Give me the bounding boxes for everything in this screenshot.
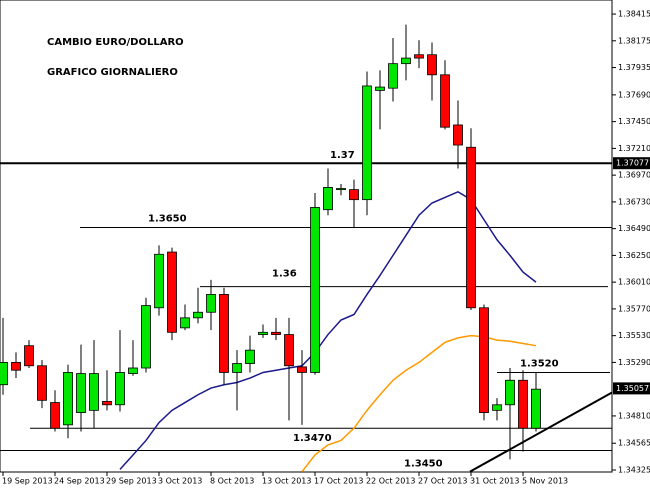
candle-body: [427, 54, 437, 76]
y-tick-label: 1.37210: [618, 144, 650, 153]
y-tick-label: 1.38415: [618, 10, 650, 19]
y-tick-label: 1.38175: [618, 36, 650, 45]
candle-body: [414, 54, 424, 59]
y-tick-label: 1.37935: [618, 63, 650, 72]
y-tick-label: 1.36250: [618, 251, 650, 260]
level-label: 1.3520: [520, 358, 559, 369]
candle-body: [24, 345, 34, 367]
trendline: [469, 391, 613, 473]
candle-body: [102, 401, 112, 406]
x-tick-label: 19 Sep 2013: [2, 477, 53, 486]
candle-body: [11, 362, 21, 371]
y-tick-label: 1.35290: [618, 358, 650, 367]
candle-body: [453, 124, 463, 146]
candle-body: [284, 334, 294, 367]
y-tick-label: 1.37690: [618, 90, 650, 99]
y-tick-label: 1.34325: [618, 465, 650, 474]
candle-body: [180, 317, 190, 329]
price-marker-label: 1.37077: [616, 159, 649, 168]
candle-body: [115, 372, 125, 406]
candle-body: [466, 146, 476, 309]
y-tick-label: 1.37450: [618, 117, 650, 126]
candle-body: [167, 251, 177, 333]
candle-body: [128, 367, 138, 374]
candle-body: [0, 362, 8, 386]
y-tick-label: 1.35770: [618, 304, 650, 313]
candle-body: [50, 402, 60, 429]
candle-body: [76, 373, 86, 413]
x-tick-label: 13 Oct 2013: [262, 477, 311, 486]
candle-body: [37, 365, 47, 401]
level-label: 1.36: [272, 269, 297, 280]
candle-body: [505, 379, 515, 406]
candle-body: [141, 305, 151, 369]
level-label: 1.3450: [404, 458, 443, 469]
candle-body: [492, 404, 502, 411]
x-tick-label: 3 Oct 2013: [158, 477, 202, 486]
chart-subtitle: GRAFICO GIORNALIERO: [47, 67, 178, 78]
candle-body: [258, 331, 268, 335]
x-tick-label: 5 Nov 2013: [522, 477, 568, 486]
x-tick-label: 8 Oct 2013: [210, 477, 254, 486]
chart-title: CAMBIO EURO/DOLLARO: [47, 37, 184, 48]
y-tick-label: 1.36490: [618, 224, 650, 233]
price-marker: [613, 382, 650, 395]
level-label: 1.37: [330, 150, 355, 161]
y-tick-label: 1.36970: [618, 171, 650, 180]
moving-average: [301, 334, 537, 473]
candle-body: [232, 363, 242, 373]
y-tick-label: 1.36730: [618, 197, 650, 206]
candle-body: [297, 366, 307, 373]
candle-body: [323, 186, 333, 211]
candle-body: [531, 388, 541, 429]
candle-body: [362, 85, 372, 201]
candle-body: [271, 331, 281, 335]
candle-body: [310, 207, 320, 373]
candle-body: [518, 379, 528, 429]
y-tick-label: 1.34810: [618, 411, 650, 420]
x-tick-label: 17 Oct 2013: [314, 477, 363, 486]
x-tick-label: 24 Sep 2013: [54, 477, 105, 486]
y-tick-label: 1.35530: [618, 331, 650, 340]
candle-body: [193, 311, 203, 319]
x-tick-label: 29 Sep 2013: [106, 477, 157, 486]
candle-body: [479, 307, 489, 413]
candle-body: [219, 294, 229, 373]
price-marker-label: 1.35057: [616, 384, 649, 393]
candle-body: [245, 349, 255, 364]
candle-body: [440, 74, 450, 128]
x-tick-label: 31 Oct 2013: [470, 477, 519, 486]
candle-body: [388, 63, 398, 89]
candle-body: [154, 253, 164, 309]
level-label: 1.3650: [148, 214, 187, 225]
candle-body: [349, 189, 359, 201]
candle-body: [63, 372, 73, 426]
x-tick-label: 22 Oct 2013: [366, 477, 415, 486]
x-tick-label: 27 Oct 2013: [418, 477, 467, 486]
candle-body: [401, 57, 411, 65]
candle-body: [375, 86, 385, 91]
level-label: 1.3470: [293, 433, 332, 444]
candle-body: [336, 188, 346, 191]
y-tick-label: 1.36010: [618, 278, 650, 287]
candle-body: [206, 294, 216, 313]
y-tick-label: 1.34565: [618, 439, 650, 448]
candle-body: [89, 373, 99, 411]
price-marker: [613, 157, 650, 170]
